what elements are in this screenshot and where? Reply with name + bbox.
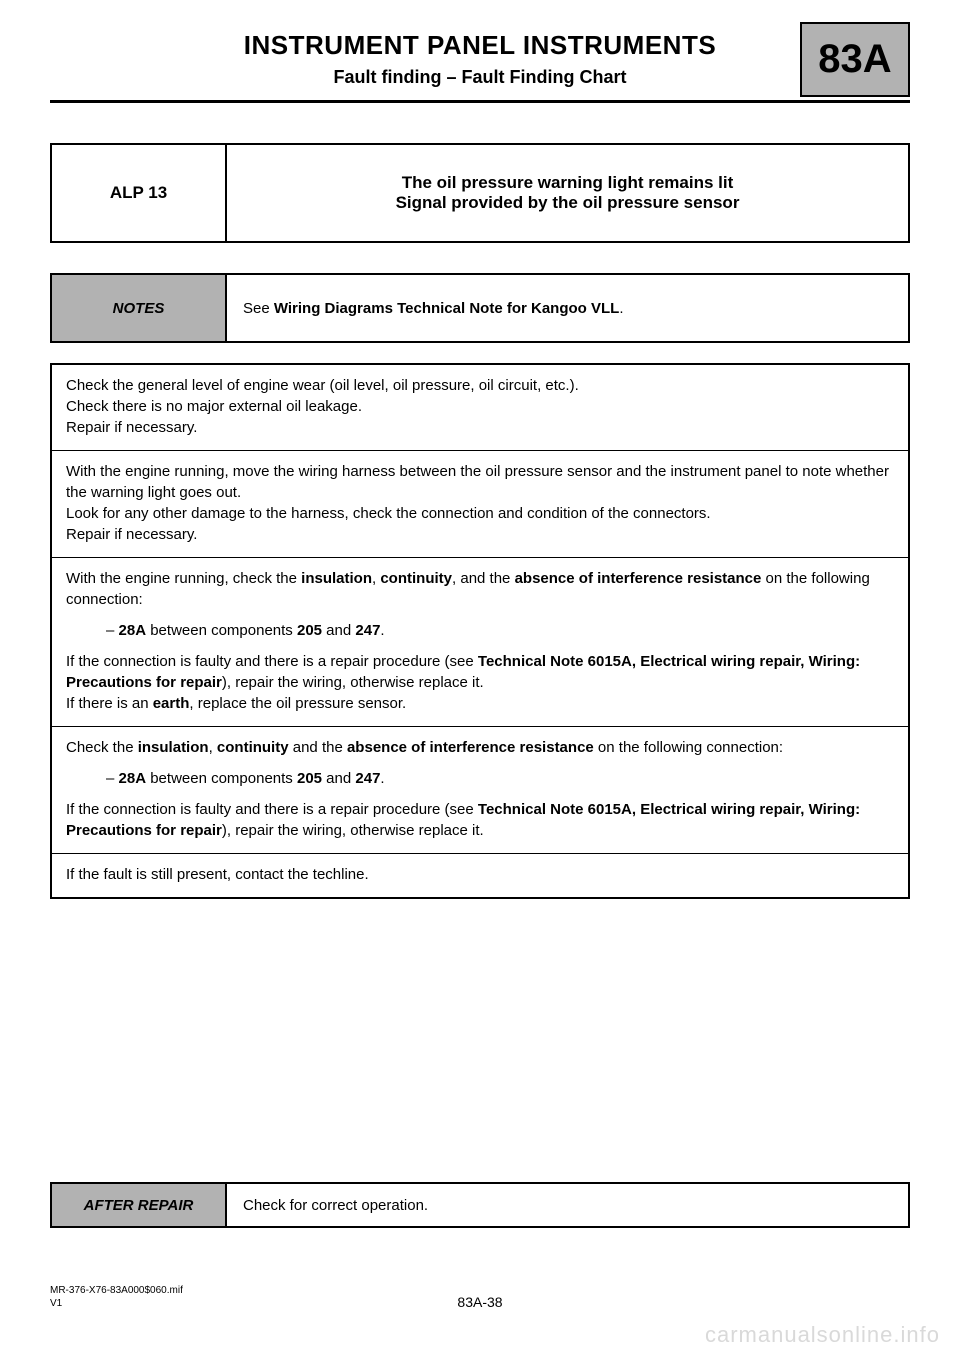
proc-text: With the engine running, move the wiring… xyxy=(66,461,894,503)
t: and xyxy=(322,622,355,639)
proc-bullet: 28A between components 205 and 247. xyxy=(106,768,894,789)
t: 247 xyxy=(355,622,380,639)
proc-text: Check the general level of engine wear (… xyxy=(66,375,894,396)
t: . xyxy=(380,770,384,787)
t: 247 xyxy=(355,770,380,787)
notes-suffix: . xyxy=(619,300,623,317)
alp-code: ALP 13 xyxy=(52,145,227,241)
t: 28A xyxy=(119,622,147,639)
t: continuity xyxy=(380,570,452,587)
alp-header-box: ALP 13 The oil pressure warning light re… xyxy=(50,143,910,243)
proc-row-2: With the engine running, move the wiring… xyxy=(52,450,908,557)
proc-text: If the connection is faulty and there is… xyxy=(66,651,894,693)
notes-label: NOTES xyxy=(52,275,227,341)
t: continuity xyxy=(217,739,289,756)
notes-box: NOTES See Wiring Diagrams Technical Note… xyxy=(50,273,910,343)
t: If the connection is faulty and there is… xyxy=(66,653,478,670)
proc-bullet: 28A between components 205 and 247. xyxy=(106,620,894,641)
t: absence of interference resistance xyxy=(515,570,762,587)
proc-text: Repair if necessary. xyxy=(66,417,894,438)
alp-title-line1: The oil pressure warning light remains l… xyxy=(402,173,734,193)
after-repair-label: AFTER REPAIR xyxy=(52,1184,227,1226)
procedure-table: Check the general level of engine wear (… xyxy=(50,363,910,899)
t: If the connection is faulty and there is… xyxy=(66,801,478,818)
alp-title-line2: Signal provided by the oil pressure sens… xyxy=(396,193,740,213)
proc-text: If the fault is still present, contact t… xyxy=(66,864,894,885)
proc-bullets: 28A between components 205 and 247. xyxy=(66,768,894,789)
page-header: INSTRUMENT PANEL INSTRUMENTS Fault findi… xyxy=(50,30,910,103)
t: ), repair the wiring, otherwise replace … xyxy=(222,674,484,691)
after-repair-box: AFTER REPAIR Check for correct operation… xyxy=(50,1182,910,1228)
t: between components xyxy=(146,622,297,639)
t: 205 xyxy=(297,622,322,639)
t: insulation xyxy=(301,570,372,587)
proc-row-1: Check the general level of engine wear (… xyxy=(52,365,908,450)
proc-text: If the connection is faulty and there is… xyxy=(66,799,894,841)
page-subtitle: Fault finding – Fault Finding Chart xyxy=(50,67,910,88)
footer-page-number: 83A-38 xyxy=(0,1294,960,1310)
t: With the engine running, check the xyxy=(66,570,301,587)
t: and xyxy=(322,770,355,787)
t: , replace the oil pressure sensor. xyxy=(189,695,406,712)
t: and the xyxy=(289,739,347,756)
proc-text: Check there is no major external oil lea… xyxy=(66,396,894,417)
page-title: INSTRUMENT PANEL INSTRUMENTS xyxy=(50,30,910,61)
t: , and the xyxy=(452,570,515,587)
manual-page: INSTRUMENT PANEL INSTRUMENTS Fault findi… xyxy=(0,0,960,1358)
t: ), repair the wiring, otherwise replace … xyxy=(222,822,484,839)
proc-text: Check the insulation, continuity and the… xyxy=(66,737,894,758)
proc-row-4: Check the insulation, continuity and the… xyxy=(52,726,908,853)
t: Check the xyxy=(66,739,138,756)
proc-bullets: 28A between components 205 and 247. xyxy=(66,620,894,641)
t: absence of interference resistance xyxy=(347,739,594,756)
proc-text: With the engine running, check the insul… xyxy=(66,568,894,610)
notes-text: See Wiring Diagrams Technical Note for K… xyxy=(227,275,908,341)
t: If there is an xyxy=(66,695,153,712)
t: on the following connection: xyxy=(594,739,783,756)
t: insulation xyxy=(138,739,209,756)
t: 28A xyxy=(119,770,147,787)
proc-text: Look for any other damage to the harness… xyxy=(66,503,894,524)
watermark: carmanualsonline.info xyxy=(705,1322,940,1348)
after-repair-text: Check for correct operation. xyxy=(227,1184,908,1226)
t: earth xyxy=(153,695,190,712)
proc-text: Repair if necessary. xyxy=(66,524,894,545)
notes-prefix: See xyxy=(243,300,274,317)
proc-text: If there is an earth, replace the oil pr… xyxy=(66,693,894,714)
alp-title: The oil pressure warning light remains l… xyxy=(227,145,908,241)
t: , xyxy=(209,739,217,756)
notes-bold: Wiring Diagrams Technical Note for Kango… xyxy=(274,300,619,317)
proc-row-5: If the fault is still present, contact t… xyxy=(52,853,908,897)
proc-row-3: With the engine running, check the insul… xyxy=(52,557,908,726)
t: . xyxy=(380,622,384,639)
t: between components xyxy=(146,770,297,787)
t: 205 xyxy=(297,770,322,787)
section-code-badge: 83A xyxy=(800,22,910,97)
